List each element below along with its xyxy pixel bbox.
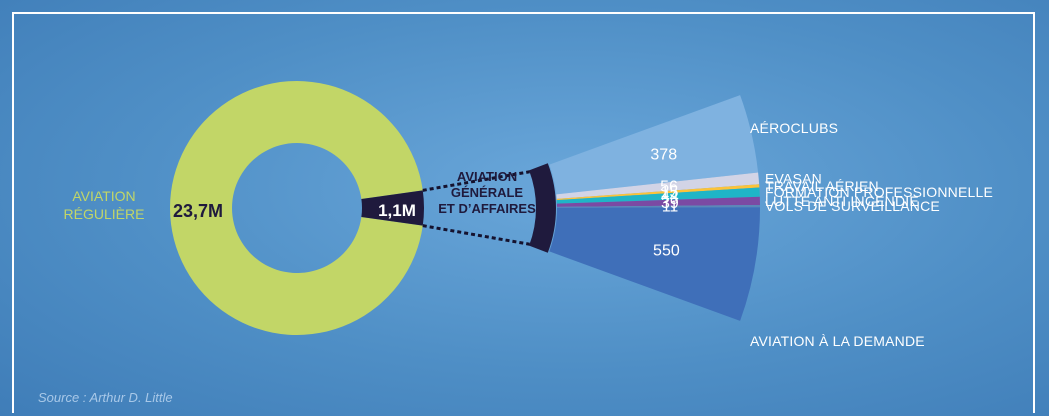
donut-group <box>169 81 424 335</box>
fan-slice-evasan <box>556 172 760 199</box>
value-label-travail-aerien: 15 <box>661 184 679 201</box>
value-label-evasan: 56 <box>660 178 678 195</box>
value-label-vols-de-surveillance: 11 <box>662 199 679 216</box>
breakdown-fan <box>529 95 760 321</box>
source-note: Source : Arthur D. Little <box>38 390 173 405</box>
category-label-evasan: EVASAN <box>765 170 822 186</box>
fan-slice-vols-de-surveillance <box>556 204 760 208</box>
segment-name-aviation-generale-line-3: ET D’AFFAIRES <box>438 201 536 216</box>
segment-name-aviation-reguliere-line-1: AVIATION <box>72 188 135 204</box>
fan-slice-lutte-anti-incendie <box>556 196 760 207</box>
chart-frame <box>12 12 1035 413</box>
category-label-travail-aerien: TRAVAIL AÉRIEN <box>765 178 879 194</box>
segment-name-aviation-reguliere-line-2: RÉGULIÈRE <box>64 206 145 222</box>
category-label-aeroclubs: AÉROCLUBS <box>750 120 838 136</box>
value-label-aviation-a-la-demande: 550 <box>653 242 680 259</box>
category-label-vols-de-surveillance: VOLS DE SURVEILLANCE <box>765 198 940 214</box>
segment-value-aviation-generale: 1,1M <box>378 201 416 220</box>
value-label-aeroclubs: 378 <box>650 147 677 164</box>
connector-bottom <box>422 224 530 246</box>
value-label-formation-professionnelle: 44 <box>661 188 679 205</box>
category-label-lutte-anti-incendie: LUTTE ANTI INCENDIE <box>765 193 919 209</box>
category-label-aviation-a-la-demande: AVIATION À LA DEMANDE <box>750 333 925 349</box>
fan-slice-travail-aerien <box>556 184 760 201</box>
value-label-lutte-anti-incendie: 39 <box>661 195 679 212</box>
category-label-formation-professionnelle: FORMATION PROFESSIONNELLE <box>765 184 993 200</box>
segment-value-aviation-reguliere: 23,7M <box>173 201 223 221</box>
fan-slice-aviation-a-la-demande <box>549 207 760 321</box>
donut-segment-aviation-generale <box>361 190 424 226</box>
segment-name-aviation-generale-line-1: AVIATION <box>457 169 517 184</box>
segment-name-aviation-generale-line-2: GÉNÉRALE <box>451 185 524 200</box>
fan-inner-band <box>529 163 556 253</box>
fan-slice-aeroclubs <box>549 95 759 195</box>
labels-group: 378 AÉROCLUBS 56 EVASAN 15 TRAVAIL AÉRIEN 44 FO… <box>64 120 993 349</box>
fan-slice-formation-professionnelle <box>556 187 760 204</box>
donut-segment-aviation-reguliere <box>169 81 423 335</box>
